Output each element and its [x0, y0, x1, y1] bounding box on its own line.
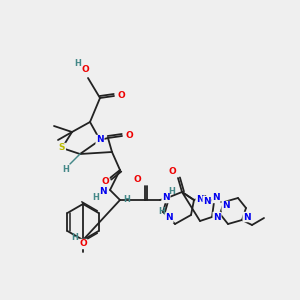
- Text: H: H: [159, 206, 165, 215]
- Text: H: H: [72, 233, 78, 242]
- Text: H: H: [63, 166, 69, 175]
- Text: N: N: [165, 214, 173, 223]
- Text: N: N: [243, 212, 251, 221]
- Text: H: H: [124, 196, 130, 205]
- Text: N: N: [203, 196, 211, 206]
- Text: H: H: [169, 187, 176, 196]
- Text: O: O: [168, 167, 176, 176]
- Text: N: N: [162, 194, 170, 202]
- Text: N: N: [213, 212, 221, 221]
- Text: N: N: [222, 202, 230, 211]
- Text: O: O: [101, 176, 109, 185]
- Text: N: N: [212, 194, 220, 202]
- Text: O: O: [117, 92, 125, 100]
- Text: N: N: [99, 187, 107, 196]
- Text: O: O: [79, 239, 87, 248]
- Text: N: N: [196, 196, 204, 205]
- Text: N: N: [96, 136, 104, 145]
- Text: O: O: [133, 176, 141, 184]
- Text: H: H: [93, 194, 99, 202]
- Text: O: O: [125, 131, 133, 140]
- Text: H: H: [75, 59, 81, 68]
- Text: O: O: [81, 65, 89, 74]
- Text: S: S: [59, 143, 65, 152]
